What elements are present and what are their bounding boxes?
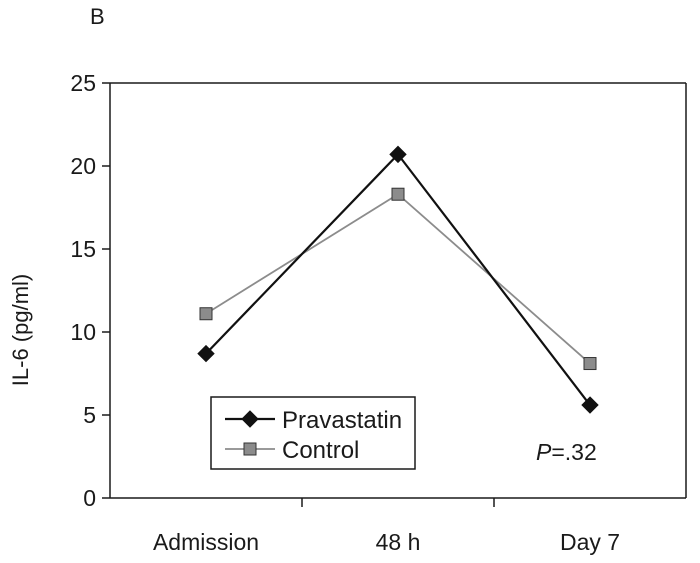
plot-frame (109, 82, 687, 499)
panel-label: B (90, 4, 105, 29)
y-tick-label: 20 (70, 153, 96, 179)
y-tick-label: 15 (70, 236, 96, 262)
y-tick-label: 0 (83, 485, 96, 511)
y-tick-label: 10 (70, 319, 96, 345)
legend-label-control: Control (282, 437, 359, 464)
legend-label-pravastatin: Pravastatin (282, 407, 402, 434)
series-control (199, 187, 597, 371)
series-layer (197, 145, 599, 414)
p-value-number: =.32 (551, 439, 596, 465)
x-ticks: Admission 48 h Day 7 (153, 498, 620, 555)
data-point-control (391, 187, 405, 201)
y-tick-label: 25 (70, 70, 96, 96)
y-ticks: 0 5 10 15 20 25 (70, 70, 110, 511)
data-point-control (199, 307, 213, 321)
x-tick-label: 48 h (376, 529, 421, 555)
x-tick-label: Admission (153, 529, 259, 555)
legend-marker-pravastatin (241, 410, 259, 428)
data-point-pravastatin (197, 344, 215, 363)
series-line-control (205, 193, 591, 365)
p-value-symbol: P (536, 439, 552, 465)
legend: Pravastatin Control (210, 396, 416, 470)
y-tick-label: 5 (83, 402, 96, 428)
data-point-control (583, 357, 597, 371)
data-point-pravastatin (581, 396, 599, 414)
legend-marker-control (243, 442, 257, 456)
y-axis-title: IL-6 (pg/ml) (8, 274, 33, 386)
series-pravastatin (197, 145, 599, 414)
p-value-annotation: P=.32 (536, 439, 597, 465)
legend-box (210, 396, 416, 470)
x-tick-label: Day 7 (560, 529, 620, 555)
data-point-pravastatin (389, 145, 407, 164)
